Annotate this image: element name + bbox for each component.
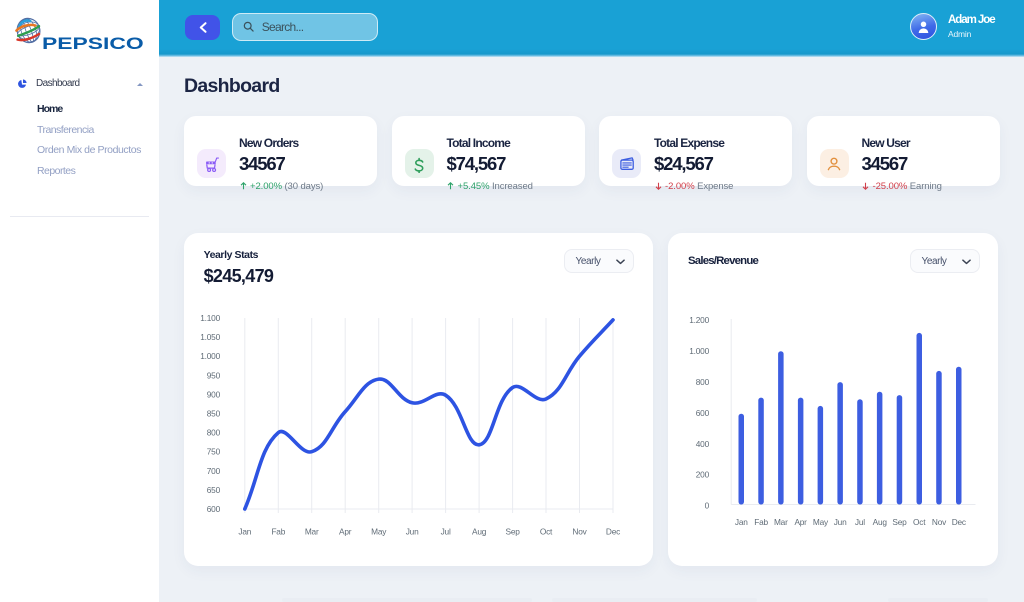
- svg-text:Dec: Dec: [606, 527, 620, 537]
- svg-text:750: 750: [207, 447, 221, 457]
- svg-text:1.100: 1.100: [200, 313, 220, 323]
- svg-text:Apr: Apr: [339, 527, 352, 537]
- svg-text:Jun: Jun: [406, 527, 419, 537]
- svg-text:Nov: Nov: [572, 527, 587, 537]
- svg-text:650: 650: [207, 485, 221, 495]
- svg-text:400: 400: [696, 439, 710, 449]
- svg-text:900: 900: [207, 389, 221, 399]
- svg-text:Aug: Aug: [873, 517, 888, 527]
- svg-text:Fab: Fab: [754, 517, 768, 527]
- svg-text:1.200: 1.200: [689, 315, 709, 325]
- svg-text:850: 850: [207, 409, 221, 419]
- svg-text:200: 200: [696, 470, 710, 480]
- svg-text:Oct: Oct: [913, 517, 926, 527]
- svg-text:Jul: Jul: [441, 527, 451, 537]
- svg-text:Jan: Jan: [238, 527, 251, 537]
- svg-text:Nov: Nov: [932, 517, 947, 527]
- svg-text:Apr: Apr: [794, 517, 807, 527]
- svg-text:Jul: Jul: [855, 517, 865, 527]
- svg-text:600: 600: [696, 408, 710, 418]
- svg-text:Mar: Mar: [774, 517, 788, 527]
- svg-text:950: 950: [207, 370, 221, 380]
- svg-text:600: 600: [207, 504, 221, 514]
- svg-text:Sep: Sep: [506, 527, 521, 537]
- svg-text:1.050: 1.050: [200, 332, 220, 342]
- svg-text:May: May: [813, 517, 829, 527]
- svg-text:Jun: Jun: [834, 517, 847, 527]
- svg-text:Oct: Oct: [540, 527, 553, 537]
- svg-text:Dec: Dec: [952, 517, 966, 527]
- svg-text:Sep: Sep: [892, 517, 907, 527]
- svg-text:May: May: [371, 527, 387, 537]
- svg-text:800: 800: [207, 428, 221, 438]
- svg-text:1.000: 1.000: [689, 346, 709, 356]
- svg-text:Aug: Aug: [472, 527, 487, 537]
- svg-text:1.000: 1.000: [200, 351, 220, 361]
- svg-text:Fab: Fab: [271, 527, 285, 537]
- svg-text:Jan: Jan: [735, 517, 748, 527]
- svg-text:Mar: Mar: [305, 527, 319, 537]
- svg-text:700: 700: [207, 466, 221, 476]
- svg-text:0: 0: [705, 501, 710, 511]
- svg-text:800: 800: [696, 377, 710, 387]
